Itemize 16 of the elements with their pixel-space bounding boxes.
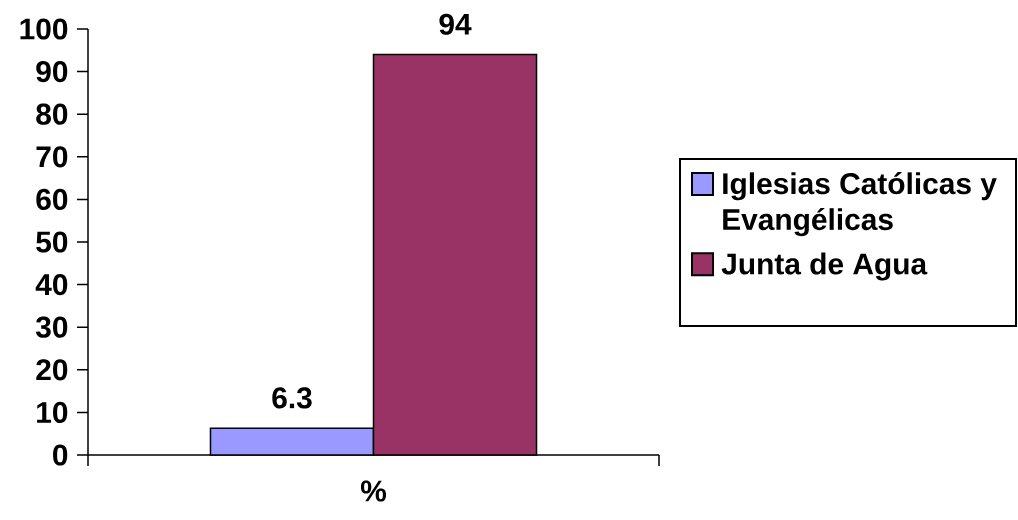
y-tick-label: 100 <box>20 18 68 40</box>
legend-label: Iglesias Católicas y Evangélicas <box>723 172 997 237</box>
y-tick-label: 20 <box>36 359 68 381</box>
x-tick-label: % <box>360 480 387 502</box>
y-tick-label: 70 <box>36 146 68 168</box>
y-tick-label: 50 <box>36 231 68 253</box>
data-label: 6.3 <box>272 387 312 409</box>
y-tick-label: 30 <box>35 316 68 338</box>
y-tick-label: 0 <box>53 444 68 466</box>
legend-label: Junta de Agua <box>721 252 928 281</box>
data-label: 94 <box>439 13 472 35</box>
y-tick-label: 60 <box>36 188 68 210</box>
y-tick-label: 10 <box>37 401 68 423</box>
y-tick-label: 40 <box>35 274 68 296</box>
y-tick-label: 80 <box>36 103 68 125</box>
y-tick-label: 90 <box>36 61 68 83</box>
